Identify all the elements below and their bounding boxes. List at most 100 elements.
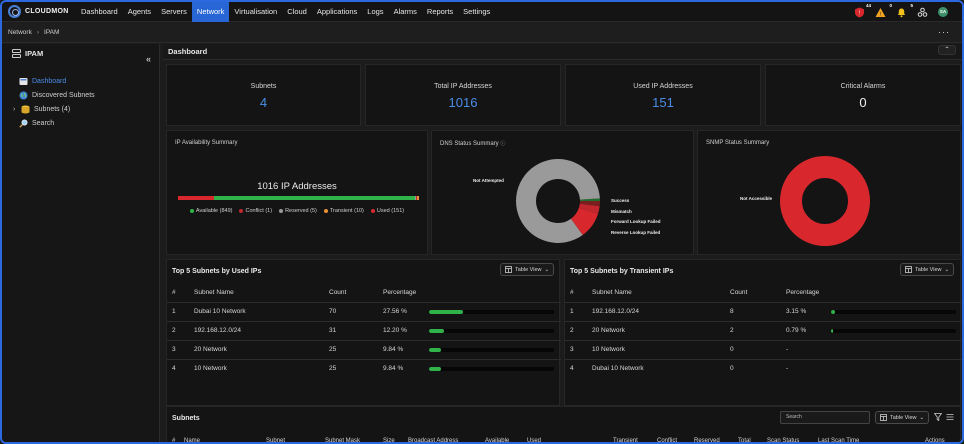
legend-reserved[interactable]: Reserved (5) xyxy=(279,208,317,214)
column-header[interactable]: Percentage xyxy=(383,288,417,296)
column-header[interactable]: Last Scan Time xyxy=(818,438,860,444)
ip-bar-segment[interactable] xyxy=(178,196,214,200)
ip-bar-segment[interactable] xyxy=(415,196,417,200)
donut-slice[interactable] xyxy=(579,201,600,207)
subnet-link[interactable]: 20 Network xyxy=(592,320,730,340)
table-view-dropdown[interactable]: Table View ⌄ xyxy=(500,263,555,276)
stat-card-critical-alarms: Critical Alarms 0 xyxy=(765,64,961,126)
stat-label: Total IP Addresses xyxy=(434,83,492,90)
nav-alarms[interactable]: Alarms xyxy=(393,6,417,16)
ip-bar-segment[interactable] xyxy=(416,196,419,200)
donut-slice[interactable] xyxy=(780,156,870,246)
filter-icon[interactable] xyxy=(934,413,942,421)
stat-value[interactable]: 151 xyxy=(652,95,674,110)
sidebar-item-subnets[interactable]: › Subnets (4) xyxy=(13,102,95,116)
legend-transient[interactable]: Transient (10) xyxy=(323,208,364,214)
nav-cloud[interactable]: Cloud xyxy=(287,6,307,16)
column-header[interactable]: Count xyxy=(329,288,347,296)
column-header[interactable]: Subnet Name xyxy=(592,288,632,296)
subnets-search-input[interactable]: Search xyxy=(780,411,870,424)
svg-text:!: ! xyxy=(880,12,881,18)
critical-alert-icon[interactable]: ! 44 xyxy=(854,3,871,18)
row-index: 1 xyxy=(167,301,194,321)
percentage-bar xyxy=(831,328,956,333)
bell-icon[interactable]: 5 xyxy=(896,3,913,18)
nav-reports[interactable]: Reports xyxy=(426,6,454,16)
percentage-bar-fill xyxy=(429,309,464,314)
columns-icon[interactable] xyxy=(946,413,954,421)
column-header[interactable]: Total xyxy=(738,438,751,444)
legend-dot xyxy=(370,208,375,213)
row-index: 3 xyxy=(167,339,194,359)
legend-label: Reserved (5) xyxy=(285,208,317,214)
stat-value[interactable]: 1016 xyxy=(448,95,478,110)
percentage-bar-fill xyxy=(429,347,442,352)
nav-agents[interactable]: Agents xyxy=(127,6,152,16)
collapse-sidebar-icon[interactable]: « xyxy=(145,54,151,64)
nav-dashboard[interactable]: Dashboard xyxy=(81,6,118,16)
column-header[interactable]: Size xyxy=(383,438,395,444)
apps-icon[interactable] xyxy=(917,7,928,18)
subnet-link[interactable]: 192.168.12.0/24 xyxy=(592,301,730,321)
column-header[interactable]: Subnet xyxy=(266,438,286,444)
sidebar-item-dashboard[interactable]: Dashboard xyxy=(19,74,95,88)
column-header[interactable]: Used xyxy=(527,438,542,444)
logo[interactable]: CLOUDMON xyxy=(8,5,76,18)
column-header[interactable]: Available xyxy=(485,438,510,444)
subnet-link[interactable]: Dubai 10 Network xyxy=(592,358,730,378)
nav-logs[interactable]: Logs xyxy=(367,6,384,16)
nav-settings[interactable]: Settings xyxy=(463,6,491,16)
dashboard-header: Dashboard ⌃ xyxy=(163,44,962,60)
column-header[interactable]: Conflict xyxy=(657,438,678,444)
column-header[interactable]: Reserved xyxy=(694,438,720,444)
subnet-link[interactable]: 192.168.12.0/24 xyxy=(194,320,329,340)
table-view-dropdown[interactable]: Table View ⌄ xyxy=(875,411,930,424)
column-header[interactable]: Name xyxy=(184,438,201,444)
collapse-up-icon[interactable]: ⌃ xyxy=(938,45,956,55)
legend-available[interactable]: Available (849) xyxy=(189,208,232,214)
more-options-icon[interactable]: ··· xyxy=(938,27,950,37)
warning-icon[interactable]: ! 0 xyxy=(875,3,892,18)
stat-value[interactable]: 4 xyxy=(259,95,268,110)
table-row: 3 10 Network 0- xyxy=(565,339,962,359)
dns-label-reverse-failed: Reverse Lookup Failed xyxy=(611,230,661,235)
row-percentage: 9.84 % xyxy=(383,339,429,359)
table-icon xyxy=(905,266,912,273)
column-header[interactable]: Count xyxy=(730,288,748,296)
subnet-link[interactable]: 20 Network xyxy=(194,339,329,359)
nav-applications[interactable]: Applications xyxy=(316,6,358,16)
subnet-link[interactable]: 10 Network xyxy=(592,339,730,359)
donut-slice[interactable] xyxy=(516,158,600,243)
column-header[interactable]: Broadcast Address xyxy=(408,438,459,444)
row-count: 8 xyxy=(730,301,786,321)
table-view-dropdown[interactable]: Table View ⌄ xyxy=(900,263,955,276)
donut-slice[interactable] xyxy=(579,198,600,201)
column-header[interactable]: Subnet Mask xyxy=(325,438,361,444)
sidebar-item-search[interactable]: Search xyxy=(19,116,95,130)
column-header[interactable]: Subnet Name xyxy=(194,288,234,296)
sidebar-item-label: Search xyxy=(32,119,55,127)
breadcrumb-network[interactable]: Network xyxy=(8,29,32,36)
nav-virtualisation[interactable]: Virtualisation xyxy=(234,6,278,16)
legend-used[interactable]: Used (151) xyxy=(370,208,404,214)
subnet-link[interactable]: 10 Network xyxy=(194,358,329,378)
column-header[interactable]: Scan Status xyxy=(767,438,800,444)
user-avatar[interactable]: SA xyxy=(938,7,948,17)
sidebar-item-discovered-subnets[interactable]: Discovered Subnets xyxy=(19,88,95,102)
column-header[interactable]: Percentage xyxy=(786,288,820,296)
table-view-label: Table View xyxy=(515,266,542,273)
legend-conflict[interactable]: Conflict (1) xyxy=(239,208,272,214)
dashboard-title: Dashboard xyxy=(168,47,208,56)
chevron-right-icon[interactable]: › xyxy=(13,105,16,113)
row-index: 4 xyxy=(167,358,194,378)
sidebar-header: IPAM « xyxy=(2,44,159,64)
subnet-link[interactable]: Dubai 10 Network xyxy=(194,301,329,321)
donut-slice[interactable] xyxy=(570,207,598,235)
nav-servers[interactable]: Servers xyxy=(161,6,187,16)
donut-slice[interactable] xyxy=(578,203,600,214)
panel-title: DNS Status Summary ⓘ xyxy=(440,140,505,147)
nav-network[interactable]: Network xyxy=(191,2,230,22)
ip-bar-segment[interactable] xyxy=(213,196,416,200)
info-icon[interactable]: ⓘ xyxy=(500,141,506,147)
column-header[interactable]: Transient xyxy=(613,438,638,444)
